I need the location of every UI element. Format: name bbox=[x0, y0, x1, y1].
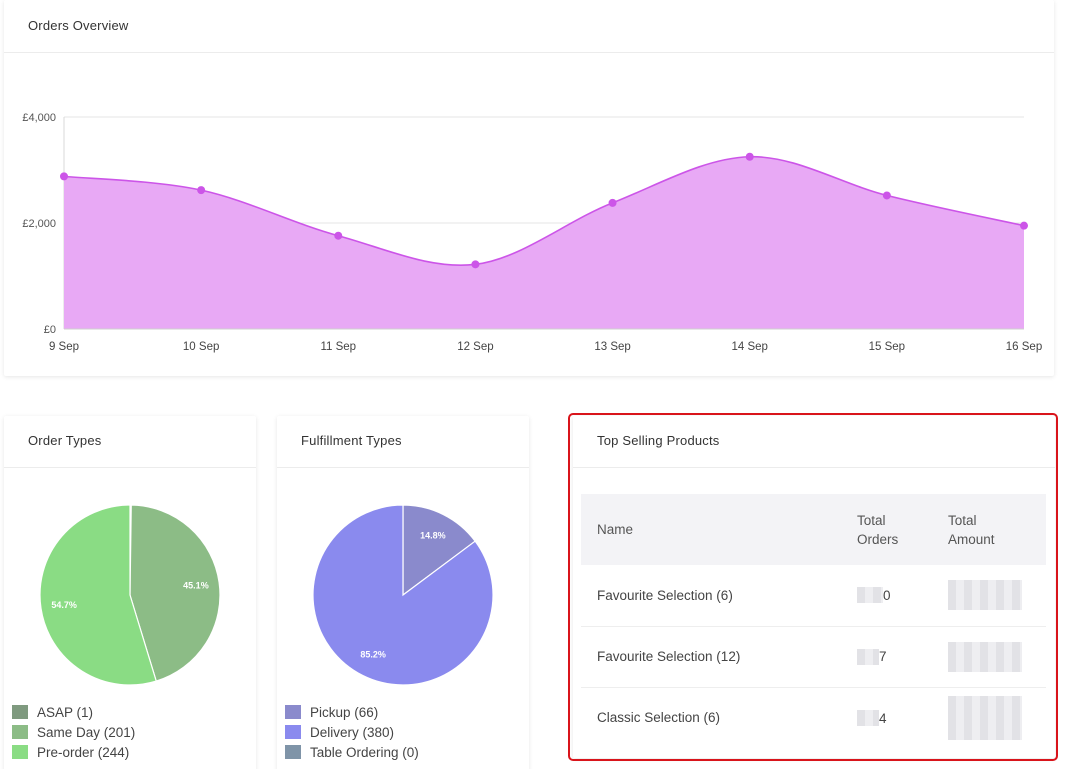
legend-label: Delivery (380) bbox=[310, 724, 395, 740]
area-fill bbox=[64, 156, 1024, 329]
legend-swatch bbox=[285, 705, 301, 719]
x-tick-label: 13 Sep bbox=[594, 341, 630, 353]
product-name: Favourite Selection (12) bbox=[581, 626, 857, 688]
redacted-value bbox=[857, 587, 883, 604]
pie-slice[interactable] bbox=[312, 504, 494, 686]
table-header-row: Name Total Orders Total Amount bbox=[581, 494, 1046, 565]
top-selling-title: Top Selling Products bbox=[573, 416, 1055, 468]
data-point[interactable] bbox=[608, 198, 617, 207]
legend-swatch bbox=[12, 745, 28, 759]
data-point[interactable] bbox=[334, 231, 343, 240]
product-total-orders: 0 bbox=[857, 565, 948, 627]
column-header-total-orders[interactable]: Total Orders bbox=[857, 512, 899, 547]
data-point[interactable] bbox=[745, 152, 754, 161]
pie-slice[interactable] bbox=[39, 504, 157, 686]
pie-slice[interactable] bbox=[129, 504, 221, 682]
x-tick-label: 9 Sep bbox=[49, 341, 79, 353]
table-row[interactable]: Favourite Selection (6) 0 bbox=[581, 565, 1046, 627]
slice-label: 54.7% bbox=[51, 600, 77, 610]
order-types-card: Order Types 45.1% 54.7% ASAP (1) Same Day … bbox=[4, 416, 256, 769]
legend-item[interactable]: Table Ordering (0) bbox=[285, 742, 419, 762]
order-types-pie-chart: 45.1% 54.7% bbox=[39, 504, 221, 686]
data-point[interactable] bbox=[1020, 221, 1028, 230]
slice-label: 45.1% bbox=[183, 581, 209, 591]
legend-item[interactable]: Pre-order (244) bbox=[12, 742, 135, 762]
order-types-legend: ASAP (1) Same Day (201) Pre-order (244) bbox=[12, 702, 135, 762]
product-total-amount-redacted bbox=[948, 687, 1046, 748]
data-point[interactable] bbox=[471, 260, 480, 269]
legend-item[interactable]: ASAP (1) bbox=[12, 702, 135, 722]
legend-item[interactable]: Pickup (66) bbox=[285, 702, 419, 722]
pie-slice[interactable] bbox=[402, 504, 476, 597]
product-total-amount-redacted bbox=[948, 626, 1046, 688]
slice-label: 85.2% bbox=[360, 650, 386, 660]
table-row[interactable]: Classic Selection (6) 4 bbox=[581, 687, 1046, 748]
legend-item[interactable]: Same Day (201) bbox=[12, 722, 135, 742]
x-tick-label: 11 Sep bbox=[320, 341, 356, 353]
product-total-orders: 4 bbox=[857, 687, 948, 748]
y-tick-label: £4,000 bbox=[22, 112, 56, 124]
data-point[interactable] bbox=[60, 172, 68, 181]
table-row[interactable]: Favourite Selection (12) 7 bbox=[581, 626, 1046, 688]
fulfillment-types-legend: Pickup (66) Delivery (380) Table Ordering … bbox=[285, 702, 419, 762]
x-tick-label: 10 Sep bbox=[183, 341, 219, 353]
fulfillment-types-pie-chart: 14.8% 85.2% bbox=[312, 504, 494, 686]
x-tick-label: 12 Sep bbox=[457, 341, 493, 353]
product-total-orders: 7 bbox=[857, 626, 948, 688]
redacted-value bbox=[857, 648, 879, 665]
legend-swatch bbox=[12, 725, 28, 739]
top-selling-products-card: Top Selling Products Name Total Orders T… bbox=[573, 416, 1055, 758]
column-header-name[interactable]: Name bbox=[597, 522, 634, 537]
fulfillment-types-card: Fulfillment Types 14.8% 85.2% Pickup (66)… bbox=[277, 416, 529, 769]
data-point[interactable] bbox=[197, 186, 206, 195]
slice-label: 14.8% bbox=[420, 530, 446, 540]
legend-label: Pickup (66) bbox=[310, 704, 379, 720]
order-types-title: Order Types bbox=[4, 416, 256, 468]
legend-swatch bbox=[285, 725, 301, 739]
y-tick-label: £2,000 bbox=[22, 218, 56, 230]
data-point[interactable] bbox=[882, 191, 891, 200]
x-tick-label: 14 Sep bbox=[731, 341, 767, 353]
x-tick-label: 16 Sep bbox=[1006, 341, 1042, 353]
legend-label: ASAP (1) bbox=[37, 704, 94, 720]
legend-swatch bbox=[285, 745, 301, 759]
redacted-value bbox=[857, 709, 879, 726]
legend-label: Pre-order (244) bbox=[37, 744, 130, 760]
series-line bbox=[63, 155, 1025, 266]
orders-overview-card: Orders Overview £0 £2,000 £4,000 9 Sep 10 Se… bbox=[4, 0, 1054, 376]
product-name: Classic Selection (6) bbox=[597, 710, 721, 726]
x-tick-label: 15 Sep bbox=[869, 341, 905, 353]
product-name: Favourite Selection (6) bbox=[581, 565, 857, 627]
legend-label: Same Day (201) bbox=[37, 724, 136, 740]
legend-swatch bbox=[12, 705, 28, 719]
top-selling-table: Name Total Orders Total Amount Favourite… bbox=[581, 494, 1046, 748]
product-total-amount-redacted bbox=[948, 565, 1046, 627]
legend-item[interactable]: Delivery (380) bbox=[285, 722, 419, 742]
column-header-total-amount[interactable]: Total Amount bbox=[948, 512, 995, 547]
orders-overview-chart: £0 £2,000 £4,000 9 Sep 10 Sep 11 Sep 12 Sep 13 … bbox=[22, 112, 1042, 353]
orders-overview-title: Orders Overview bbox=[4, 0, 1054, 53]
y-tick-label: £0 bbox=[44, 324, 56, 336]
legend-label: Table Ordering (0) bbox=[310, 744, 419, 760]
fulfillment-types-title: Fulfillment Types bbox=[277, 416, 529, 468]
